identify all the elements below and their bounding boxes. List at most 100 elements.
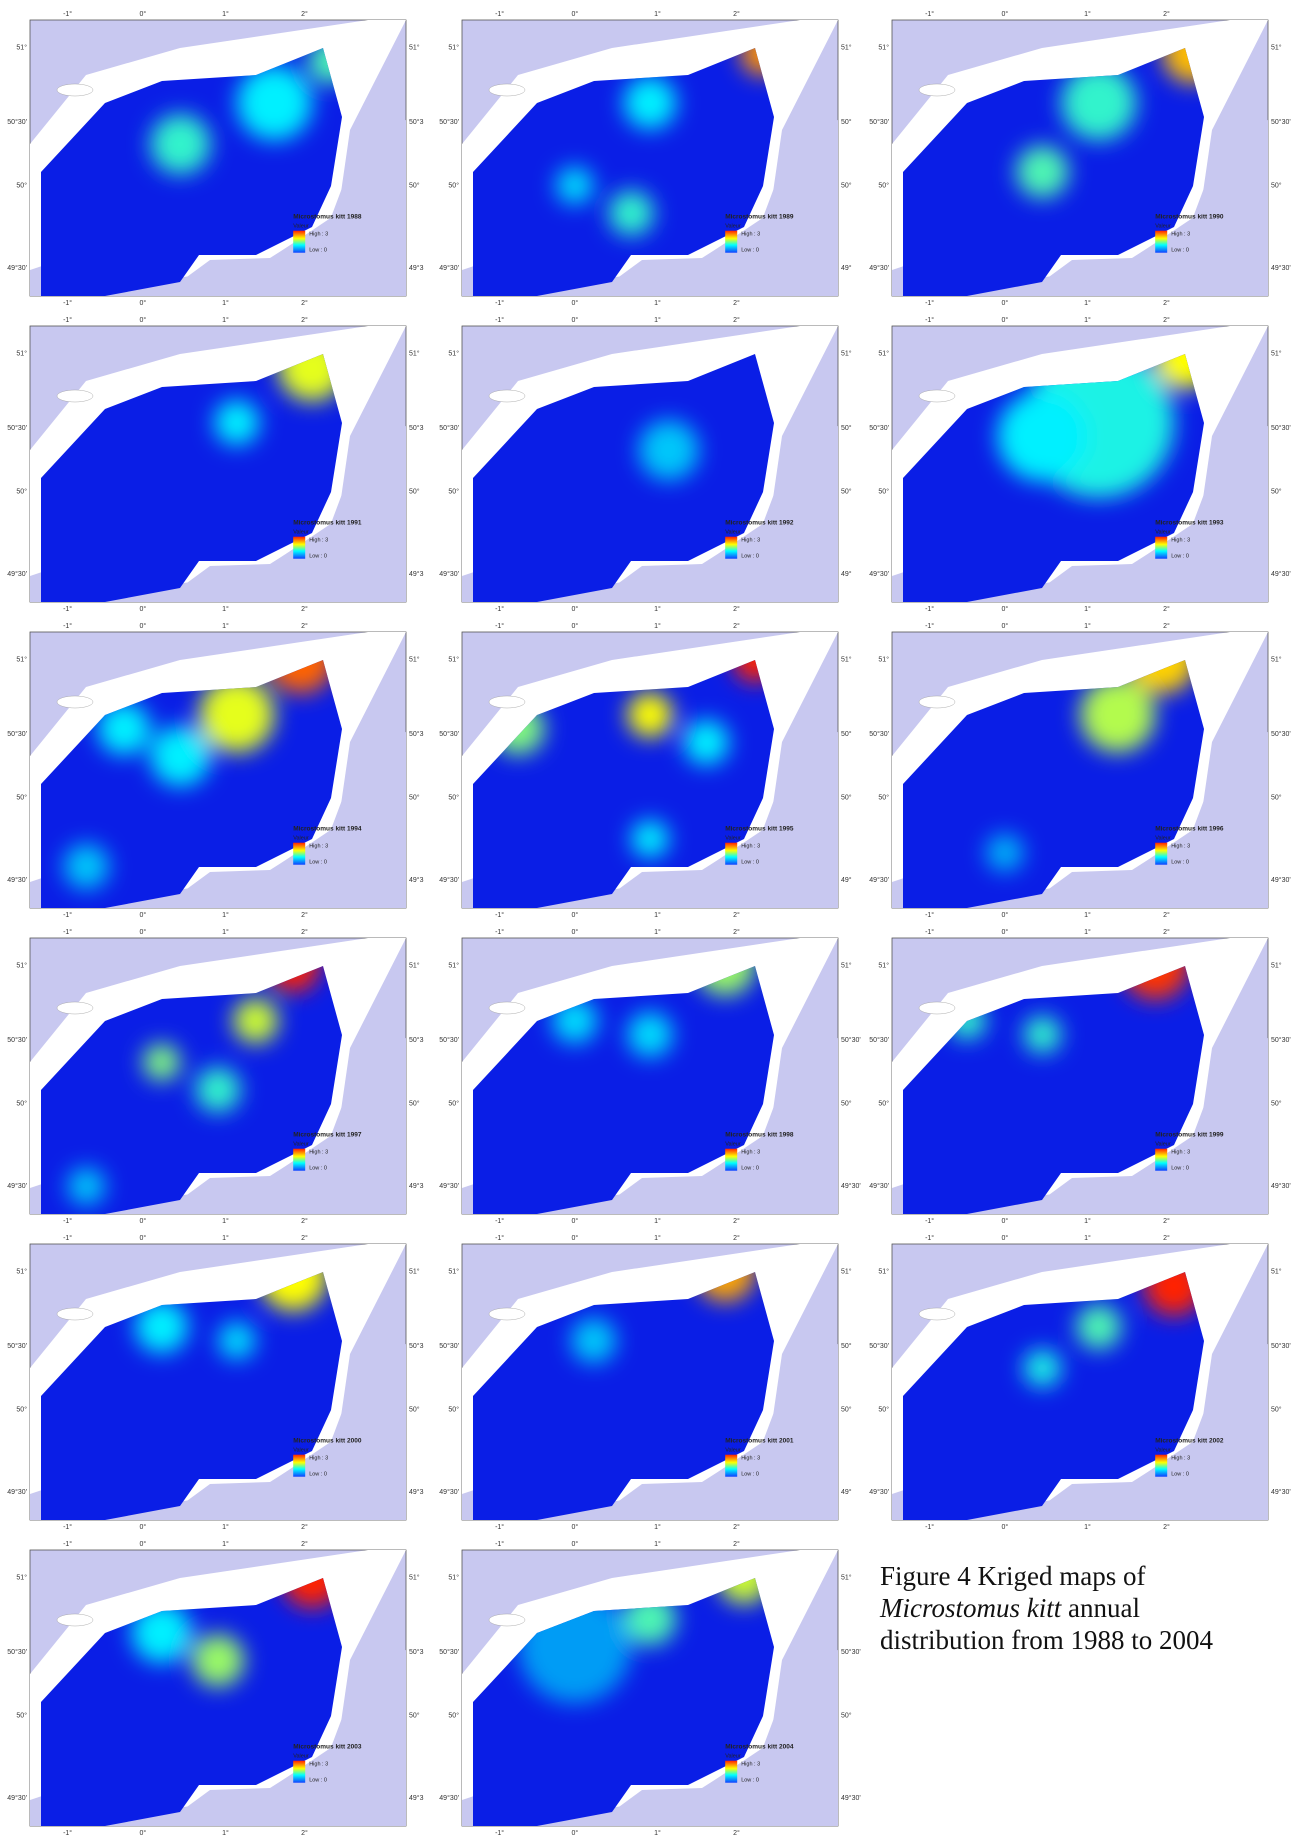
x-tick-label: 2°	[733, 1523, 740, 1531]
x-tick-label: 0°	[571, 605, 578, 613]
y-tick-label: 50°	[16, 1711, 27, 1719]
y-tick-label: 50°30'	[1271, 424, 1291, 432]
legend-title: Microstomus kitt 2000	[293, 1438, 362, 1445]
y-tick-label: 51°	[409, 655, 420, 663]
x-tick-label: 1°	[654, 10, 661, 18]
y-tick-label: 51°	[16, 349, 27, 357]
map-panel: -1°-1°0°0°1°1°2°2°51°50°30'50°49°30'51°5…	[7, 1540, 423, 1835]
y-tick-label: 51°	[16, 655, 27, 663]
legend-low: Low : 0	[309, 1472, 327, 1478]
y-tick-label: 49°30'	[869, 570, 889, 578]
y-tick-label: 51°	[841, 349, 852, 357]
x-tick-label: -1°	[495, 1540, 504, 1548]
y-tick-label: 49°30'	[7, 570, 27, 578]
hotspot	[624, 76, 677, 129]
x-tick-label: -1°	[63, 299, 72, 307]
hotspot	[150, 114, 210, 174]
hotspot	[627, 1012, 672, 1057]
y-tick-label: 49°30'	[439, 876, 459, 884]
legend-high: High : 3	[741, 844, 760, 850]
x-tick-label: 2°	[1163, 622, 1170, 630]
isle-of-wight	[489, 84, 525, 96]
x-tick-label: 0°	[139, 1540, 146, 1548]
y-tick-label: 49°30'	[7, 1488, 27, 1496]
x-tick-label: 2°	[301, 316, 308, 324]
x-tick-label: -1°	[495, 1829, 504, 1835]
y-tick-label: 49°	[841, 1488, 852, 1496]
y-tick-label: 49°30'	[1271, 264, 1291, 272]
x-tick-label: 0°	[139, 605, 146, 613]
x-tick-label: 0°	[1001, 928, 1008, 936]
legend-high: High : 3	[309, 232, 328, 238]
hotspot	[214, 400, 259, 445]
y-tick-label: 50°30'	[7, 424, 27, 432]
x-tick-label: 1°	[1084, 911, 1091, 919]
legend-field: Valeur	[1155, 530, 1171, 536]
y-tick-label: 51°	[1271, 655, 1282, 663]
y-tick-label: 50°	[878, 181, 889, 189]
x-tick-label: 2°	[1163, 1217, 1170, 1225]
y-tick-label: 50°	[878, 1099, 889, 1107]
y-tick-label: 49°3	[409, 1794, 424, 1802]
x-tick-label: -1°	[63, 316, 72, 324]
legend-ramp	[1155, 231, 1167, 253]
x-tick-label: 2°	[301, 1523, 308, 1531]
hotspot	[64, 844, 109, 889]
legend-title: Microstomus kitt 1995	[725, 826, 794, 833]
legend-title: Microstomus kitt 1990	[1155, 214, 1224, 221]
y-tick-label: 50°30'	[7, 1648, 27, 1656]
x-tick-label: 1°	[222, 316, 229, 324]
x-tick-label: 1°	[654, 911, 661, 919]
x-tick-label: 1°	[654, 928, 661, 936]
caption-text: Figure 4 Kriged maps of	[880, 1561, 1145, 1591]
x-tick-label: 1°	[654, 1217, 661, 1225]
y-tick-label: 50°	[16, 1099, 27, 1107]
legend-ramp	[293, 843, 305, 865]
x-tick-label: 2°	[733, 911, 740, 919]
hotspot	[68, 1168, 106, 1206]
x-tick-label: 0°	[571, 1829, 578, 1835]
legend-ramp	[725, 537, 737, 559]
legend-high: High : 3	[1171, 1150, 1190, 1156]
y-tick-label: 50°	[841, 730, 852, 738]
legend-field: Valeur	[1155, 1142, 1171, 1148]
x-tick-label: -1°	[495, 316, 504, 324]
y-tick-label: 51°	[409, 43, 420, 51]
legend-field: Valeur	[725, 224, 741, 230]
y-tick-label: 50°	[1271, 793, 1282, 801]
isle-of-wight	[57, 1614, 93, 1626]
y-tick-label: 51°	[16, 43, 27, 51]
y-tick-label: 51°	[16, 961, 27, 969]
legend-low: Low : 0	[1171, 1472, 1189, 1478]
legend-high: High : 3	[741, 232, 760, 238]
x-tick-label: 2°	[733, 299, 740, 307]
legend-field: Valeur	[725, 1754, 741, 1760]
legend-ramp	[1155, 1455, 1167, 1477]
y-tick-label: 51°	[448, 43, 459, 51]
y-tick-label: 50°	[841, 793, 852, 801]
y-tick-label: 50°	[1271, 1099, 1282, 1107]
x-tick-label: 0°	[139, 1523, 146, 1531]
x-tick-label: 1°	[654, 622, 661, 630]
y-tick-label: 51°	[448, 349, 459, 357]
x-tick-label: 0°	[139, 928, 146, 936]
map-panel: -1°-1°0°0°1°1°2°2°51°50°30'50°49°30'51°5…	[869, 622, 1290, 919]
y-tick-label: 50°	[448, 181, 459, 189]
y-tick-label: 51°	[409, 349, 420, 357]
legend-high: High : 3	[741, 1762, 760, 1768]
y-tick-label: 49°3	[409, 570, 424, 578]
y-tick-label: 50°30'	[439, 1648, 459, 1656]
map-panel: -1°-1°0°0°1°1°2°2°51°50°30'50°49°30'51°5…	[439, 316, 852, 613]
y-tick-label: 50°30'	[1271, 1036, 1291, 1044]
y-tick-label: 49°30'	[439, 1182, 459, 1190]
legend-field: Valeur	[725, 530, 741, 536]
legend-low: Low : 0	[1171, 248, 1189, 254]
x-tick-label: 0°	[571, 1217, 578, 1225]
legend-high: High : 3	[1171, 844, 1190, 850]
y-tick-label: 51°	[878, 349, 889, 357]
isle-of-wight	[489, 1308, 525, 1320]
legend-low: Low : 0	[741, 1166, 759, 1172]
map-panel: -1°-1°0°0°1°1°2°2°51°50°30'50°49°30'51°5…	[439, 928, 860, 1225]
hotspot	[1024, 1349, 1062, 1387]
x-tick-label: -1°	[925, 911, 934, 919]
